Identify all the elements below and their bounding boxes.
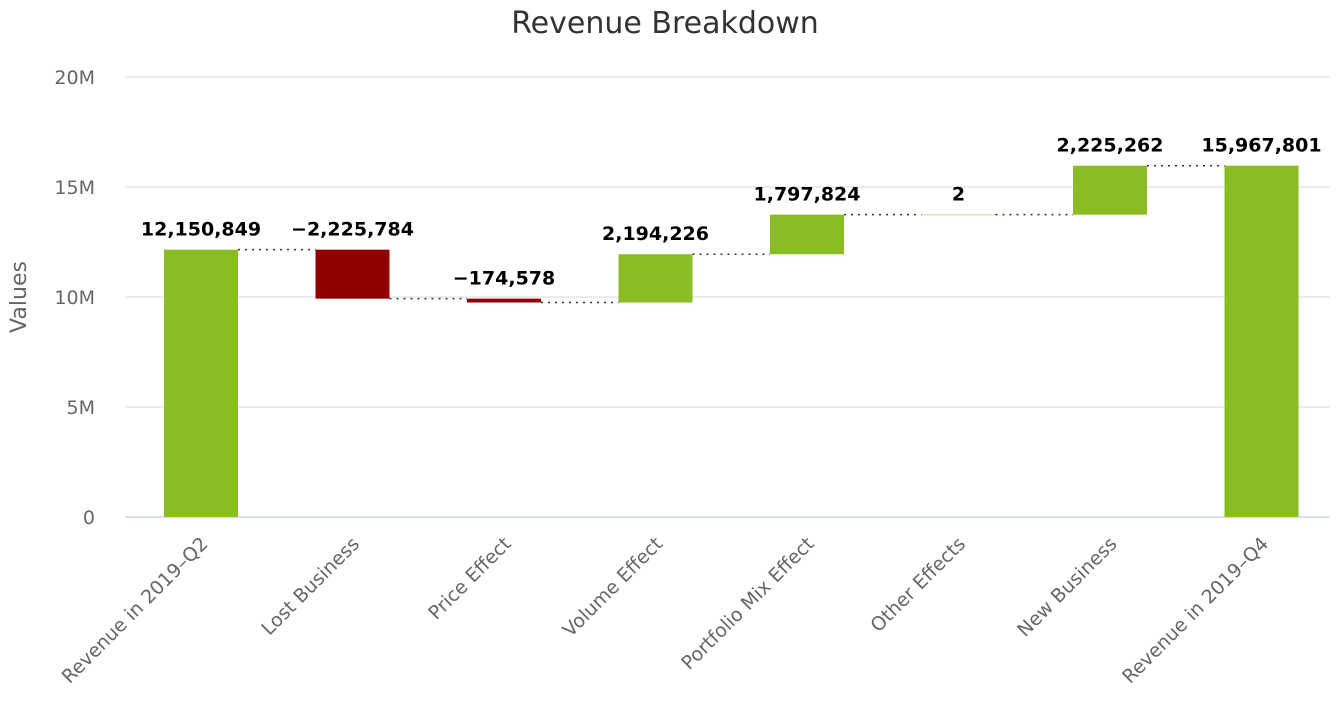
data-label: 2,225,262 (1057, 135, 1164, 157)
bar-portfolio-mix-effect[interactable] (770, 214, 844, 255)
bar-other-effects[interactable] (921, 214, 996, 216)
x-category-label: Revenue in 2019–Q2 (58, 533, 213, 688)
bar-price-effect[interactable] (467, 298, 541, 303)
chart-title: Revenue Breakdown (511, 6, 819, 41)
bar-lost-business[interactable] (315, 249, 390, 299)
y-tick-label: 15M (54, 177, 95, 199)
y-tick-label: 10M (54, 287, 95, 309)
bar-new-business[interactable] (1073, 165, 1147, 215)
bar-volume-effect[interactable] (618, 254, 693, 303)
y-tick-label: 20M (54, 67, 95, 89)
bars (164, 165, 1299, 517)
x-category-label: New Business (1013, 533, 1121, 641)
data-label: −2,225,784 (291, 219, 414, 241)
x-axis-labels: Revenue in 2019–Q2 Lost Business Price Eff… (58, 533, 1273, 688)
data-label: −174,578 (453, 268, 555, 290)
data-label: 12,150,849 (141, 219, 261, 241)
bar-revenue-in-2019-q2[interactable] (164, 249, 238, 517)
bar-revenue-in-2019-q4[interactable] (1224, 165, 1299, 517)
connector-lines (238, 164, 1225, 304)
data-label: 15,967,801 (1201, 135, 1321, 157)
y-tick-label: 5M (67, 397, 95, 419)
data-label: 1,797,824 (754, 184, 861, 206)
x-category-label: Lost Business (257, 533, 364, 640)
data-label: 2 (952, 184, 965, 206)
x-category-label: Other Effects (866, 533, 970, 637)
y-axis-ticks: 0 5M 10M 15M 20M (54, 67, 95, 529)
x-category-label: Portfolio Mix Effect (677, 533, 818, 674)
y-axis-title: Values (7, 261, 32, 333)
data-labels: 12,150,849 −2,225,784 −174,578 2,194,226 1,7… (141, 135, 1322, 290)
y-tick-label: 0 (83, 507, 95, 529)
data-label: 2,194,226 (602, 223, 709, 245)
x-category-label: Revenue in 2019–Q4 (1118, 533, 1273, 688)
x-category-label: Price Effect (424, 533, 515, 624)
x-category-label: Volume Effect (559, 533, 667, 641)
